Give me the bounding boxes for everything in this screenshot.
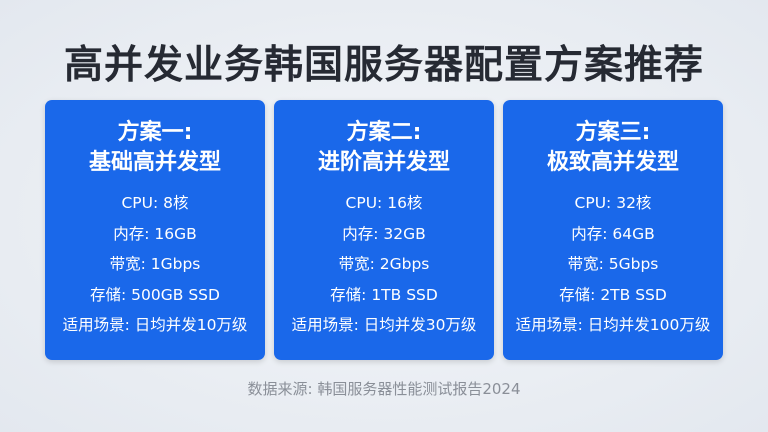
plan-type: 基础高并发型 [88, 150, 221, 175]
plan-name: 方案一: [117, 120, 193, 145]
spec-storage: 存储: 1TB SSD [330, 285, 438, 304]
spec-memory: 内存: 64GB [571, 224, 655, 243]
spec-memory: 内存: 32GB [342, 224, 426, 243]
spec-bandwidth: 带宽: 1Gbps [109, 255, 201, 273]
data-source: 数据来源: 韩国服务器性能测试报告2024 [247, 380, 521, 398]
spec-cpu: CPU: 32核 [574, 194, 652, 212]
spec-cpu: CPU: 8核 [121, 194, 189, 212]
spec-bandwidth: 带宽: 2Gbps [338, 255, 430, 273]
page-title: 高并发业务韩国服务器配置方案推荐 [63, 43, 704, 88]
spec-scenario: 适用场景: 日均并发10万级 [62, 316, 248, 334]
plan-card-2: 方案二: 进阶高并发型 CPU: 16核 内存: 32GB 带宽: 2Gbps … [274, 100, 494, 360]
plan-name: 方案三: [575, 120, 651, 145]
spec-bandwidth: 带宽: 5Gbps [567, 255, 659, 273]
plan-card-1: 方案一: 基础高并发型 CPU: 8核 内存: 16GB 带宽: 1Gbps 存… [45, 100, 265, 360]
plan-type: 极致高并发型 [546, 150, 679, 175]
spec-cpu: CPU: 16核 [345, 194, 423, 212]
spec-memory: 内存: 16GB [113, 224, 197, 243]
spec-scenario: 适用场景: 日均并发30万级 [291, 316, 477, 334]
plan-name: 方案二: [346, 120, 422, 145]
spec-storage: 存储: 2TB SSD [559, 285, 667, 304]
spec-scenario: 适用场景: 日均并发100万级 [515, 316, 711, 334]
plan-type: 进阶高并发型 [317, 150, 450, 175]
spec-storage: 存储: 500GB SSD [90, 285, 220, 304]
plan-card-3: 方案三: 极致高并发型 CPU: 32核 内存: 64GB 带宽: 5Gbps … [503, 100, 723, 360]
